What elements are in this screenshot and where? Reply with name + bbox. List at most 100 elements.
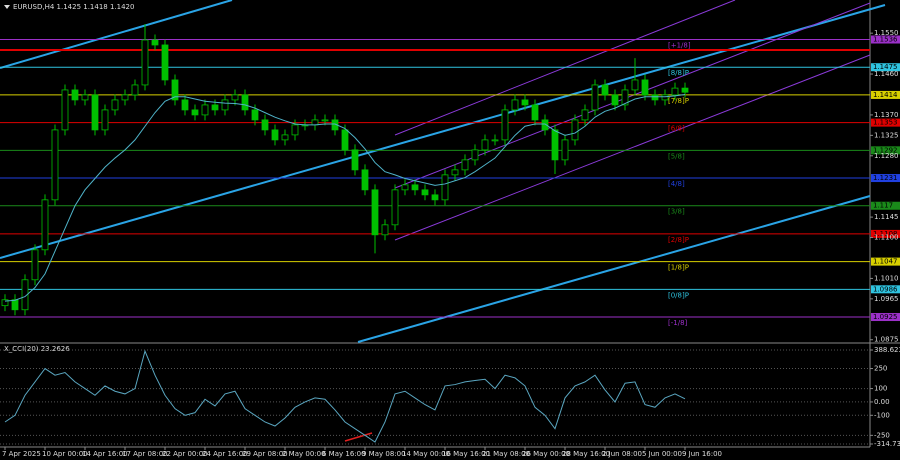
candle-body <box>361 169 369 191</box>
price-label-box <box>871 257 900 266</box>
y-tick-label: 1.0965 <box>874 295 899 303</box>
y-tick-label: -314.734 <box>874 440 900 448</box>
candle-body <box>291 124 299 136</box>
candle-body <box>311 119 319 126</box>
candle-body <box>641 79 649 96</box>
murray-label: [6/8] <box>668 125 685 133</box>
candle-body <box>511 99 519 111</box>
chart-title: EURUSD,H4 1.1425 1.1418 1.1420 <box>13 3 134 11</box>
candle-body <box>371 189 379 236</box>
price-label: 1.0925 <box>873 313 898 321</box>
price-label: 1.1231 <box>873 174 898 182</box>
y-tick-label: 1.1325 <box>874 131 899 139</box>
price-label-box <box>871 146 900 155</box>
y-tick-label: -100 <box>874 411 890 419</box>
candle-body <box>481 139 489 151</box>
price-label-box <box>871 63 900 72</box>
murray-label: [7/8]P <box>668 97 689 105</box>
x-tick-label: 9 Jun 16:00 <box>682 450 722 458</box>
candle-body <box>201 104 209 116</box>
candle-body <box>581 109 589 121</box>
price-label: 1.1475 <box>873 63 898 71</box>
moving-average <box>4 93 686 302</box>
x-tick-label: 2 Jun 08:00 <box>602 450 642 458</box>
price-label-box <box>871 313 900 322</box>
price-label-box <box>871 285 900 294</box>
price-label-box <box>871 118 900 127</box>
murray-label: [2/8]P <box>668 236 689 244</box>
candle-body <box>531 104 539 121</box>
candle-body <box>51 129 59 201</box>
x-tick-label: 16 May 16:00 <box>442 450 490 458</box>
x-tick-label: 6 May 16:00 <box>322 450 366 458</box>
y-tick-label: 1.1010 <box>874 274 899 282</box>
x-tick-label: 14 Apr 16:00 <box>82 450 128 458</box>
murray-label: [4/8] <box>668 180 685 188</box>
candle-body <box>191 109 199 116</box>
x-tick-label: 22 Apr 00:00 <box>162 450 208 458</box>
price-label: 1.1353 <box>873 119 898 127</box>
candle-body <box>631 79 639 91</box>
candle-body <box>651 94 659 101</box>
candle-body <box>211 104 219 111</box>
y-tick-label: 1.1550 <box>874 29 899 37</box>
price-label: 1.1108 <box>873 230 898 238</box>
candle-body <box>401 184 409 191</box>
candle-body <box>261 119 269 131</box>
candle-body <box>221 99 229 111</box>
y-tick-label: 1.1145 <box>874 213 899 221</box>
y-tick-label: 1.1460 <box>874 70 899 78</box>
candle-body <box>611 94 619 106</box>
x-tick-label: 26 May 00:00 <box>522 450 570 458</box>
candle-body <box>231 94 239 101</box>
price-label: 1.117 <box>873 202 893 210</box>
candle-body <box>171 79 179 101</box>
candle-body <box>161 44 169 81</box>
candle-body <box>621 89 629 106</box>
divergence-line <box>344 432 373 442</box>
candle-body <box>281 134 289 141</box>
candle-body <box>181 99 189 111</box>
x-tick-label: 10 Apr 00:00 <box>42 450 88 458</box>
candle-body <box>41 199 49 251</box>
candle-body <box>471 149 479 161</box>
channel-line <box>0 0 233 69</box>
candle-body <box>441 174 449 201</box>
channel-line <box>0 4 886 259</box>
candle-body <box>341 129 349 151</box>
candle-body <box>431 194 439 201</box>
candle-body <box>151 39 159 46</box>
y-tick-label: 1.1280 <box>874 152 899 160</box>
candle-body <box>591 84 599 111</box>
indicator-title: X_CCI(20) 23.2626 <box>4 345 70 353</box>
candle-body <box>551 129 559 161</box>
y-tick-label: 388.6237 <box>874 346 900 354</box>
candle-body <box>461 159 469 171</box>
price-label: 1.1536 <box>873 36 898 44</box>
x-tick-label: 5 Jun 00:00 <box>642 450 682 458</box>
y-tick-label: 100 <box>874 385 887 393</box>
murray-label: [-1/8] <box>668 319 688 327</box>
y-tick-label: 1.1100 <box>874 234 899 242</box>
murray-label: [0/8]P <box>668 291 689 299</box>
candle-body <box>411 184 419 191</box>
candle-body <box>491 139 499 142</box>
symbol-menu-icon[interactable] <box>4 5 10 9</box>
channel-line <box>357 195 871 343</box>
candle-body <box>91 94 99 131</box>
murray-label: [1/8]P <box>668 264 689 272</box>
x-tick-label: 29 Apr 08:00 <box>242 450 288 458</box>
candle-body <box>351 149 359 171</box>
y-tick-label: 1.0875 <box>874 336 899 344</box>
y-tick-label: 1.1370 <box>874 111 899 119</box>
candle-body <box>501 109 509 141</box>
y-tick-label: 250 <box>874 365 887 373</box>
candle-body <box>141 39 149 86</box>
candle-body <box>121 94 129 101</box>
price-label: 1.1414 <box>873 91 898 99</box>
price-label-box <box>871 229 900 238</box>
x-tick-label: 14 May 00:00 <box>402 450 450 458</box>
candle-body <box>671 87 679 96</box>
